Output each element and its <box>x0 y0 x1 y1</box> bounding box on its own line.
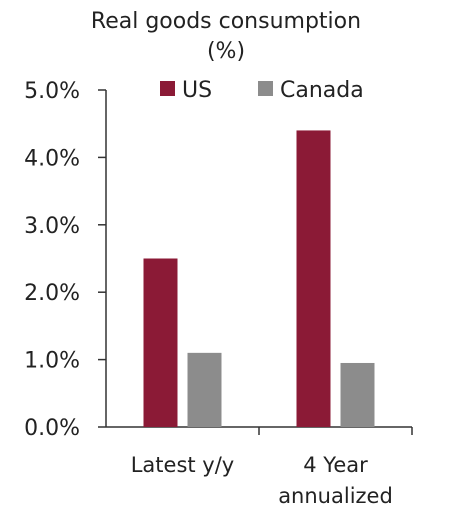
category-labels: Latest y/y 4 Year annualized <box>131 453 393 508</box>
bar-canada-1 <box>340 362 375 427</box>
legend-label-canada: Canada <box>280 78 364 103</box>
y-tick-label: 5.0% <box>24 79 80 104</box>
category-label: 4 Year <box>303 453 368 477</box>
legend-label-us: US <box>182 78 212 103</box>
y-tick-label: 2.0% <box>24 281 80 306</box>
y-axis-ticks: 0.0% 1.0% 2.0% 3.0% 4.0% 5.0% <box>24 79 106 441</box>
chart-title: Real goods consumption (%) <box>91 9 361 64</box>
y-tick-label: 3.0% <box>24 214 80 239</box>
legend: US Canada <box>160 78 364 103</box>
legend-swatch-us <box>160 81 175 96</box>
chart-title-line-1: Real goods consumption <box>91 9 361 34</box>
bars <box>143 130 375 427</box>
chart-title-line-2: (%) <box>207 39 245 64</box>
bar-us-0 <box>143 258 178 427</box>
y-tick-label: 0.0% <box>24 416 80 441</box>
bar-canada-0 <box>187 352 222 427</box>
bar-us-1 <box>296 130 331 427</box>
legend-swatch-canada <box>258 81 273 96</box>
category-label: Latest y/y <box>131 453 235 477</box>
x-axis-ticks <box>258 427 413 435</box>
category-label: annualized <box>278 484 393 508</box>
y-tick-label: 1.0% <box>24 349 80 374</box>
y-tick-label: 4.0% <box>24 146 80 171</box>
